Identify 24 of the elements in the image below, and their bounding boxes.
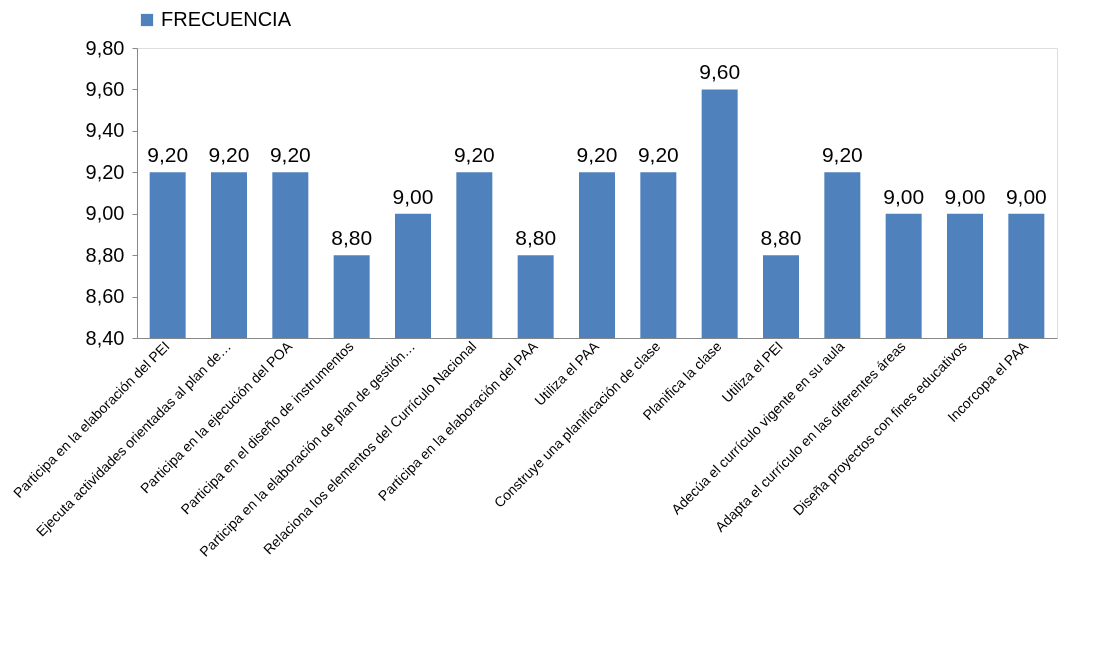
data-label: 9,20 [269,143,311,167]
y-tick-label: 9,40 [85,119,125,142]
y-tick-label: 8,80 [85,243,125,266]
data-label: 9,00 [944,184,986,208]
data-label: 9,00 [1005,184,1047,208]
data-label: 8,80 [760,226,802,250]
data-label: 8,80 [515,226,557,250]
legend-label: FRECUENCIA [161,8,292,30]
data-label: 8,80 [331,226,373,250]
y-tick-label: 9,20 [85,160,125,183]
data-label: 9,20 [147,143,189,167]
data-label: 9,20 [821,143,863,167]
y-tick-label: 8,60 [85,285,125,308]
data-label: 9,20 [208,143,250,167]
data-label: 9,00 [392,184,434,208]
data-label: 9,20 [637,143,679,167]
y-tick-label: 9,80 [85,36,125,59]
y-tick-label: 9,60 [85,77,125,100]
data-label: 9,20 [576,143,618,167]
data-label: 9,60 [699,60,741,84]
data-label: 9,00 [883,184,925,208]
y-tick-label: 8,40 [85,326,125,349]
data-label: 9,20 [453,143,495,167]
y-tick-label: 9,00 [85,202,125,225]
